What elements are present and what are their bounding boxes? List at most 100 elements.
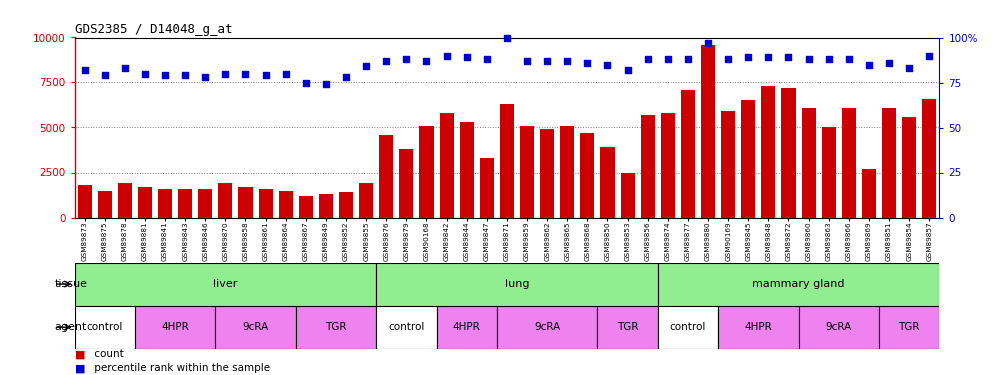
Point xyxy=(640,56,656,62)
Bar xyxy=(299,196,313,217)
Bar xyxy=(459,122,474,218)
Point xyxy=(96,72,112,78)
Text: 4HPR: 4HPR xyxy=(453,322,480,332)
Bar xyxy=(75,262,376,306)
Bar xyxy=(540,129,555,218)
Point xyxy=(700,40,716,46)
Point xyxy=(619,67,635,73)
Text: tissue: tissue xyxy=(55,279,87,289)
Bar xyxy=(278,190,293,217)
Bar xyxy=(761,86,775,218)
Text: TGR: TGR xyxy=(899,322,919,332)
Point xyxy=(198,74,214,80)
Point xyxy=(861,62,877,68)
Bar xyxy=(339,192,353,217)
Bar xyxy=(922,99,936,218)
Bar xyxy=(580,133,594,218)
Bar xyxy=(219,183,233,218)
Point xyxy=(921,53,937,58)
Bar xyxy=(721,111,736,218)
Text: 4HPR: 4HPR xyxy=(161,322,189,332)
Bar xyxy=(376,262,658,306)
Bar xyxy=(641,115,655,218)
Bar xyxy=(842,108,856,218)
Point xyxy=(680,56,696,62)
Bar xyxy=(500,104,514,218)
Bar xyxy=(620,172,634,217)
Point xyxy=(800,56,816,62)
Point xyxy=(438,53,454,58)
Text: count: count xyxy=(91,350,124,359)
Point xyxy=(399,56,414,62)
Text: lung: lung xyxy=(505,279,529,289)
Point xyxy=(780,54,796,60)
Bar xyxy=(600,147,614,218)
Bar xyxy=(661,113,675,218)
Text: control: control xyxy=(670,322,706,332)
Bar xyxy=(681,90,695,218)
Bar xyxy=(561,126,575,218)
Text: percentile rank within the sample: percentile rank within the sample xyxy=(91,363,270,373)
Point xyxy=(238,70,253,76)
Point xyxy=(741,54,756,60)
Point xyxy=(539,58,555,64)
Point xyxy=(338,74,354,80)
Bar xyxy=(701,45,715,218)
Text: 4HPR: 4HPR xyxy=(745,322,772,332)
Point xyxy=(760,54,776,60)
Point xyxy=(77,67,92,73)
Bar xyxy=(822,128,836,218)
Point xyxy=(881,60,897,66)
Bar xyxy=(879,306,939,349)
Point xyxy=(257,72,273,78)
Bar xyxy=(380,135,394,218)
Point xyxy=(358,63,374,69)
Bar xyxy=(882,108,897,218)
Bar xyxy=(903,117,916,218)
Bar xyxy=(78,185,91,218)
Bar xyxy=(520,126,534,218)
Point xyxy=(418,58,434,64)
Text: liver: liver xyxy=(213,279,238,289)
Text: TGR: TGR xyxy=(325,322,347,332)
Bar xyxy=(597,306,658,349)
Bar xyxy=(135,306,216,349)
Bar xyxy=(480,158,494,218)
Point xyxy=(519,58,535,64)
Text: ■: ■ xyxy=(75,350,85,359)
Bar xyxy=(239,187,252,218)
Bar xyxy=(296,306,376,349)
Point xyxy=(560,58,576,64)
Bar xyxy=(178,189,192,218)
Text: control: control xyxy=(389,322,424,332)
Bar xyxy=(419,126,433,218)
Point xyxy=(379,58,395,64)
Bar xyxy=(117,183,132,218)
Bar xyxy=(658,262,939,306)
Point xyxy=(218,70,234,76)
Bar xyxy=(400,149,414,217)
Bar xyxy=(862,169,876,217)
Bar xyxy=(742,100,755,218)
Point xyxy=(902,65,917,71)
Bar xyxy=(436,306,497,349)
Bar xyxy=(376,306,436,349)
Point xyxy=(580,60,595,66)
Point xyxy=(660,56,676,62)
Bar xyxy=(158,189,172,218)
Bar xyxy=(658,306,718,349)
Bar xyxy=(798,306,879,349)
Point xyxy=(721,56,737,62)
Point xyxy=(157,72,173,78)
Point xyxy=(277,70,293,76)
Text: 9cRA: 9cRA xyxy=(826,322,852,332)
Point xyxy=(841,56,857,62)
Text: control: control xyxy=(86,322,123,332)
Text: ■: ■ xyxy=(75,363,85,373)
Point xyxy=(298,80,314,86)
Text: TGR: TGR xyxy=(617,322,638,332)
Point xyxy=(318,81,334,87)
Text: 9cRA: 9cRA xyxy=(534,322,561,332)
Bar xyxy=(216,306,296,349)
Bar xyxy=(781,88,795,218)
